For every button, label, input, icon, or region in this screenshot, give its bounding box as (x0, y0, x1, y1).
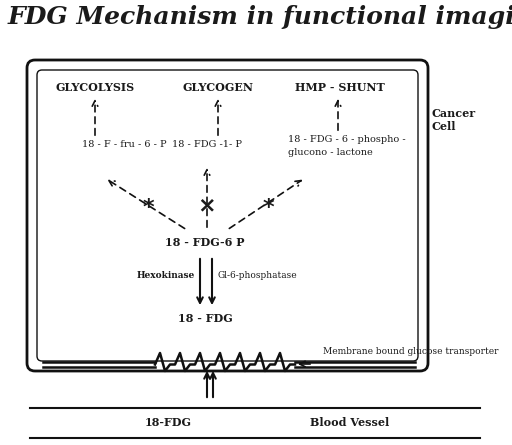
Text: *: * (142, 198, 154, 218)
Text: FDG Mechanism in functional imaging: FDG Mechanism in functional imaging (8, 5, 512, 29)
Text: HMP - SHUNT: HMP - SHUNT (295, 82, 385, 93)
Text: 18 - F - fru - 6 - P: 18 - F - fru - 6 - P (82, 140, 166, 149)
Text: 18-FDG: 18-FDG (144, 417, 191, 429)
Text: 18 - FDG: 18 - FDG (178, 312, 232, 324)
Text: 18 - FDG -1- P: 18 - FDG -1- P (172, 140, 242, 149)
Text: *: * (262, 198, 274, 218)
Text: Membrane bound glucose transporter: Membrane bound glucose transporter (323, 347, 499, 356)
Text: 18 - FDG - 6 - phospho -: 18 - FDG - 6 - phospho - (288, 135, 406, 144)
Text: GLYCOGEN: GLYCOGEN (182, 82, 253, 93)
Text: Gl-6-phosphatase: Gl-6-phosphatase (217, 271, 296, 280)
Text: ×: × (198, 195, 216, 215)
Text: Hexokinase: Hexokinase (137, 271, 195, 280)
FancyBboxPatch shape (27, 60, 428, 371)
Text: glucono - lactone: glucono - lactone (288, 148, 373, 157)
Text: GLYCOLYSIS: GLYCOLYSIS (55, 82, 135, 93)
Text: Cancer
Cell: Cancer Cell (432, 108, 476, 132)
Text: Blood Vessel: Blood Vessel (310, 417, 390, 429)
Text: 18 - FDG-6 P: 18 - FDG-6 P (165, 236, 245, 247)
